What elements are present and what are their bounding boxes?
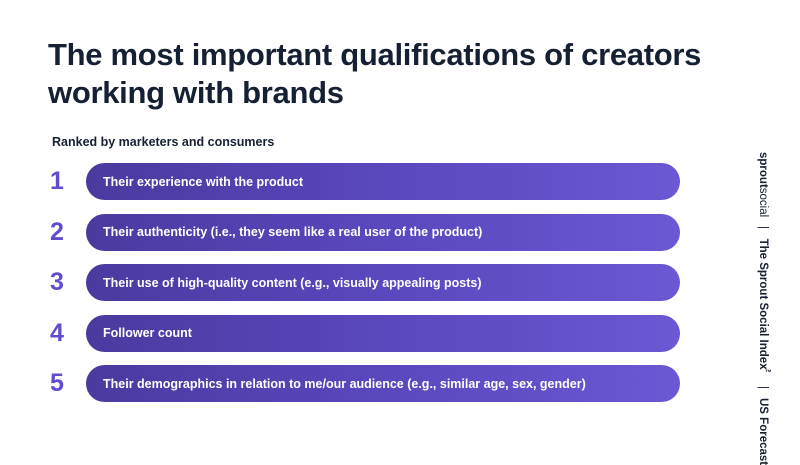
qualification-label: Follower count — [103, 326, 192, 340]
ranked-list: 1 Their experience with the product 2 Th… — [48, 163, 680, 416]
rank-number: 5 — [50, 369, 64, 397]
qualification-bar: Follower count — [86, 314, 680, 352]
qualification-bar: Their use of high-quality content (e.g.,… — [86, 264, 680, 301]
list-item: 1 Their experience with the product — [48, 163, 680, 200]
list-item: 5 Their demographics in relation to me/o… — [48, 365, 680, 402]
rank-number: 3 — [50, 268, 64, 296]
separator: | — [757, 385, 769, 389]
qualification-label: Their demographics in relation to me/our… — [103, 376, 586, 391]
rank-number: 4 — [50, 318, 64, 347]
brand-logo-part2: social — [757, 187, 769, 218]
page-subtitle: Ranked by marketers and consumers — [52, 135, 275, 149]
report-title: The Sprout Social Index — [757, 238, 769, 370]
sidebar-credit: sproutsocial | The Sprout Social Index™ … — [757, 152, 772, 465]
qualification-bar: Their authenticity (i.e., they seem like… — [86, 213, 680, 251]
qualification-label: Their experience with the product — [103, 174, 304, 189]
separator: | — [757, 226, 769, 230]
qualification-bar: Their experience with the product — [86, 163, 680, 200]
rank-number: 1 — [50, 167, 64, 195]
rank-number: 2 — [50, 217, 64, 246]
page-title: The most important qualifications of cre… — [48, 37, 702, 110]
region-label: US Forecast — [757, 398, 769, 465]
list-item: 2 Their authenticity (i.e., they seem li… — [48, 213, 680, 251]
qualification-label: Their authenticity (i.e., they seem like… — [103, 225, 483, 239]
list-item: 4 Follower count — [48, 314, 680, 352]
trademark: ™ — [764, 369, 772, 377]
qualification-label: Their use of high-quality content (e.g.,… — [103, 275, 482, 290]
brand-logo-part1: sprout — [757, 152, 769, 188]
qualification-bar: Their demographics in relation to me/our… — [86, 365, 680, 402]
list-item: 3 Their use of high-quality content (e.g… — [48, 264, 680, 301]
